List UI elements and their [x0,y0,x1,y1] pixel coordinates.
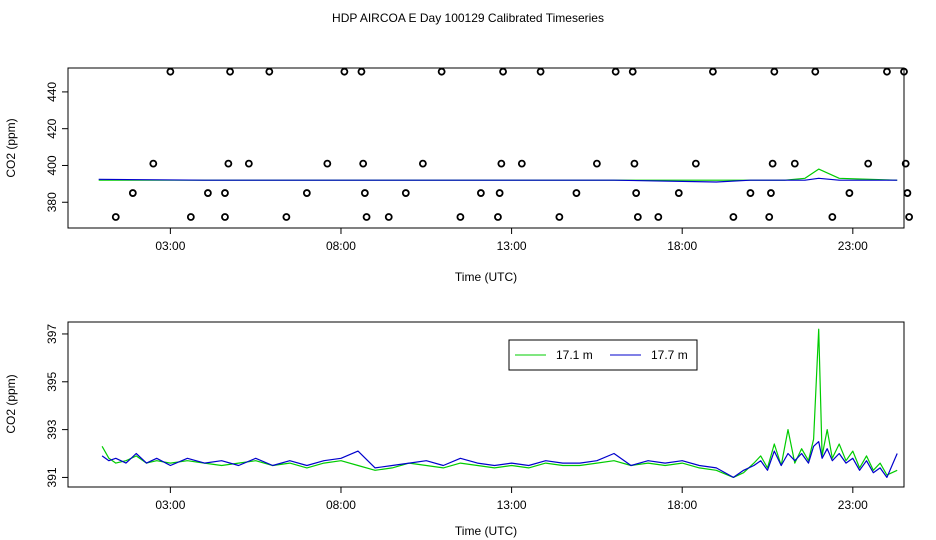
top-data-point [903,189,912,197]
top-x-tick-label: 23:00 [838,239,868,253]
top-x-tick-label: 13:00 [497,239,527,253]
top-data-point [418,159,427,168]
top-data-point [456,213,465,221]
top-y-tick-label: 400 [45,155,59,175]
top-data-point [592,159,601,168]
top-data-point [770,67,779,76]
top-panel: Time (UTC) CO2 (ppm) 03:00 08:00 13:00 18:0… [4,67,914,284]
bottom-y-tick-label: 397 [45,324,59,344]
bottom-y-tick-label: 395 [45,371,59,391]
top-data-point [901,159,910,168]
bottom-series-line-0 [101,328,898,478]
top-y-tick-label: 440 [45,82,59,102]
top-data-point [340,67,349,76]
top-data-point [499,67,507,76]
top-data-point [204,189,212,197]
top-data-point [654,213,663,221]
top-data-point [555,213,564,221]
top-data-point [729,213,738,221]
top-data-point [244,159,253,168]
bottom-y-axis-label: CO2 (ppm) [4,374,18,433]
top-data-point [765,213,774,221]
top-x-tick-label: 08:00 [326,239,356,253]
top-data-point [149,159,158,168]
bottom-x-tick-label: 08:00 [326,498,356,512]
top-data-point [323,159,332,168]
top-data-point [845,189,854,197]
top-data-point [517,159,526,168]
top-data-point [384,213,393,221]
bottom-x-tick-label: 03:00 [155,498,185,512]
legend-label-17-1m: 17.1 m [556,348,593,362]
bottom-plot-frame [67,321,905,488]
bottom-series-line-1 [101,441,898,478]
bottom-y-tick-label: 391 [45,467,59,487]
top-data-point [360,189,369,197]
top-data-point [221,213,229,221]
top-data-point [111,213,120,221]
chart-title: HDP AIRCOA E Day 100129 Calibrated Times… [332,11,604,25]
top-data-point [357,67,366,76]
top-x-tick-label: 18:00 [667,239,697,253]
top-x-axis-label: Time (UTC) [455,270,517,284]
top-data-point [674,189,683,197]
top-data-point [359,159,368,168]
top-data-point [226,67,234,76]
top-data-point [221,189,229,197]
top-data-point [767,189,775,197]
top-data-point [494,213,502,221]
top-data-point [790,159,799,168]
top-data-point [632,189,641,197]
top-y-tick-label: 380 [45,192,59,212]
top-data-point [768,159,777,168]
top-series-line-0 [98,168,898,181]
top-data-point [476,189,485,197]
top-data-point [437,67,446,76]
bottom-x-tick-label: 13:00 [497,498,527,512]
bottom-panel: Time (UTC) CO2 (ppm) 03:00 08:00 13:00 18:0… [4,321,905,538]
top-data-point [864,159,873,168]
top-data-point [495,189,504,197]
top-data-point [883,67,891,76]
top-y-tick-label: 420 [45,118,59,138]
top-data-point [166,67,175,76]
top-data-point [691,159,700,168]
top-data-point [630,159,639,168]
top-data-point [709,67,717,76]
top-data-point [282,213,291,221]
top-data-point [628,67,637,76]
top-data-point [905,213,914,221]
top-data-point [572,189,581,197]
legend: 17.1 m 17.7 m [508,339,698,371]
top-data-point [536,67,545,76]
bottom-x-tick-label: 23:00 [838,498,868,512]
bottom-x-axis-label: Time (UTC) [455,524,517,538]
bottom-y-tick-label: 393 [45,419,59,439]
top-data-point [265,67,274,76]
top-y-axis-label: CO2 (ppm) [4,118,18,177]
top-data-point [811,67,820,76]
top-data-point [900,67,908,76]
top-data-point [497,159,506,168]
top-data-point [186,213,195,221]
top-data-point [224,159,233,168]
top-series-line-1 [98,177,898,183]
top-data-point [362,213,371,221]
top-data-point [828,213,837,221]
bottom-x-tick-label: 18:00 [667,498,697,512]
top-plot-frame [67,67,905,229]
top-x-tick-label: 03:00 [155,239,185,253]
legend-label-17-7m: 17.7 m [651,348,688,362]
top-data-point [302,189,311,197]
top-data-point [746,189,755,197]
top-data-point [128,189,137,197]
top-data-point [401,189,410,197]
top-data-point [611,67,620,76]
top-data-point [633,213,642,221]
